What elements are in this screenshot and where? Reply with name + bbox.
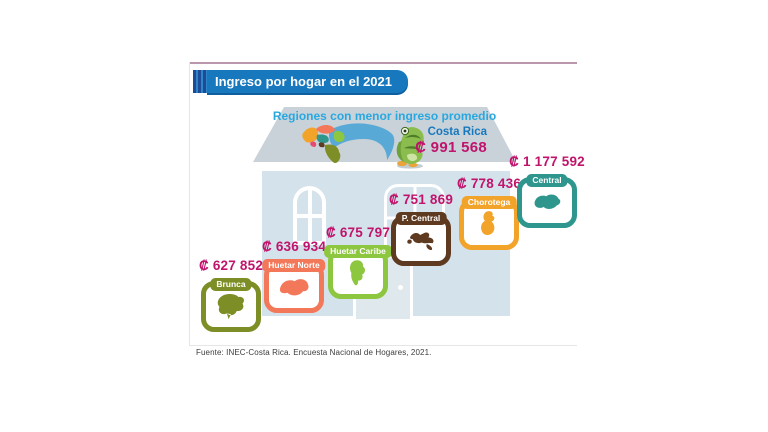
region-value: ₡ 751 869	[388, 192, 454, 207]
region-value: ₡ 1 177 592	[509, 154, 585, 169]
region-map-icon	[279, 279, 309, 296]
page-title: Ingreso por hogar en el 2021	[207, 70, 408, 93]
divider-line	[190, 62, 577, 64]
title-bars-icon	[193, 70, 207, 93]
region-value: ₡ 636 934	[261, 239, 327, 254]
title-badge: Ingreso por hogar en el 2021	[193, 70, 408, 93]
region-badge-p-central: ₡ 751 869 P. Central	[383, 192, 459, 266]
country-value: ₡ 991 568	[415, 139, 487, 156]
region-badge-central: ₡ 1 177 592 Central	[509, 154, 585, 228]
region-value: ₡ 778 436	[456, 176, 522, 191]
frame-bottom-line	[189, 345, 577, 346]
region-box: Brunca	[201, 278, 261, 332]
frog-icon	[396, 126, 424, 169]
region-box: Central	[517, 174, 577, 228]
region-badge-brunca: ₡ 627 852 Brunca	[193, 258, 269, 332]
region-box: Huetar Norte	[262, 259, 326, 313]
subtitle: Regiones con menor ingreso promedio	[272, 109, 497, 123]
region-map-icon	[481, 211, 495, 236]
region-box: Huetar Caribe	[324, 245, 392, 299]
region-label: Brunca	[210, 278, 252, 291]
region-label: Huetar Caribe	[324, 245, 392, 258]
source-note: Fuente: INEC-Costa Rica. Encuesta Nacion…	[196, 348, 432, 357]
region-map-icon	[217, 294, 245, 320]
doorknob-icon	[398, 285, 403, 290]
region-box: Chorotega	[459, 196, 519, 250]
window-icon	[293, 186, 326, 245]
region-badge-chorotega: ₡ 778 436 Chorotega	[451, 176, 527, 250]
region-label: P. Central	[395, 212, 447, 225]
region-label: Central	[526, 174, 568, 187]
region-badge-huetar-caribe: ₡ 675 797 Huetar Caribe	[320, 225, 396, 299]
region-label: Chorotega	[461, 196, 517, 209]
region-value: ₡ 675 797	[325, 225, 391, 240]
region-map-icon	[407, 232, 434, 251]
country-label: Costa Rica	[427, 126, 487, 138]
region-badge-huetar-norte: ₡ 636 934 Huetar Norte	[256, 239, 332, 313]
region-box: P. Central	[391, 212, 451, 266]
region-map-icon	[350, 260, 366, 286]
costa-rica-map-icon	[302, 123, 395, 163]
region-label: Huetar Norte	[262, 259, 326, 272]
region-value: ₡ 627 852	[198, 258, 264, 273]
region-map-icon	[534, 194, 561, 209]
country-block: Costa Rica ₡ 991 568	[413, 126, 487, 156]
frame-left-line	[189, 62, 190, 346]
